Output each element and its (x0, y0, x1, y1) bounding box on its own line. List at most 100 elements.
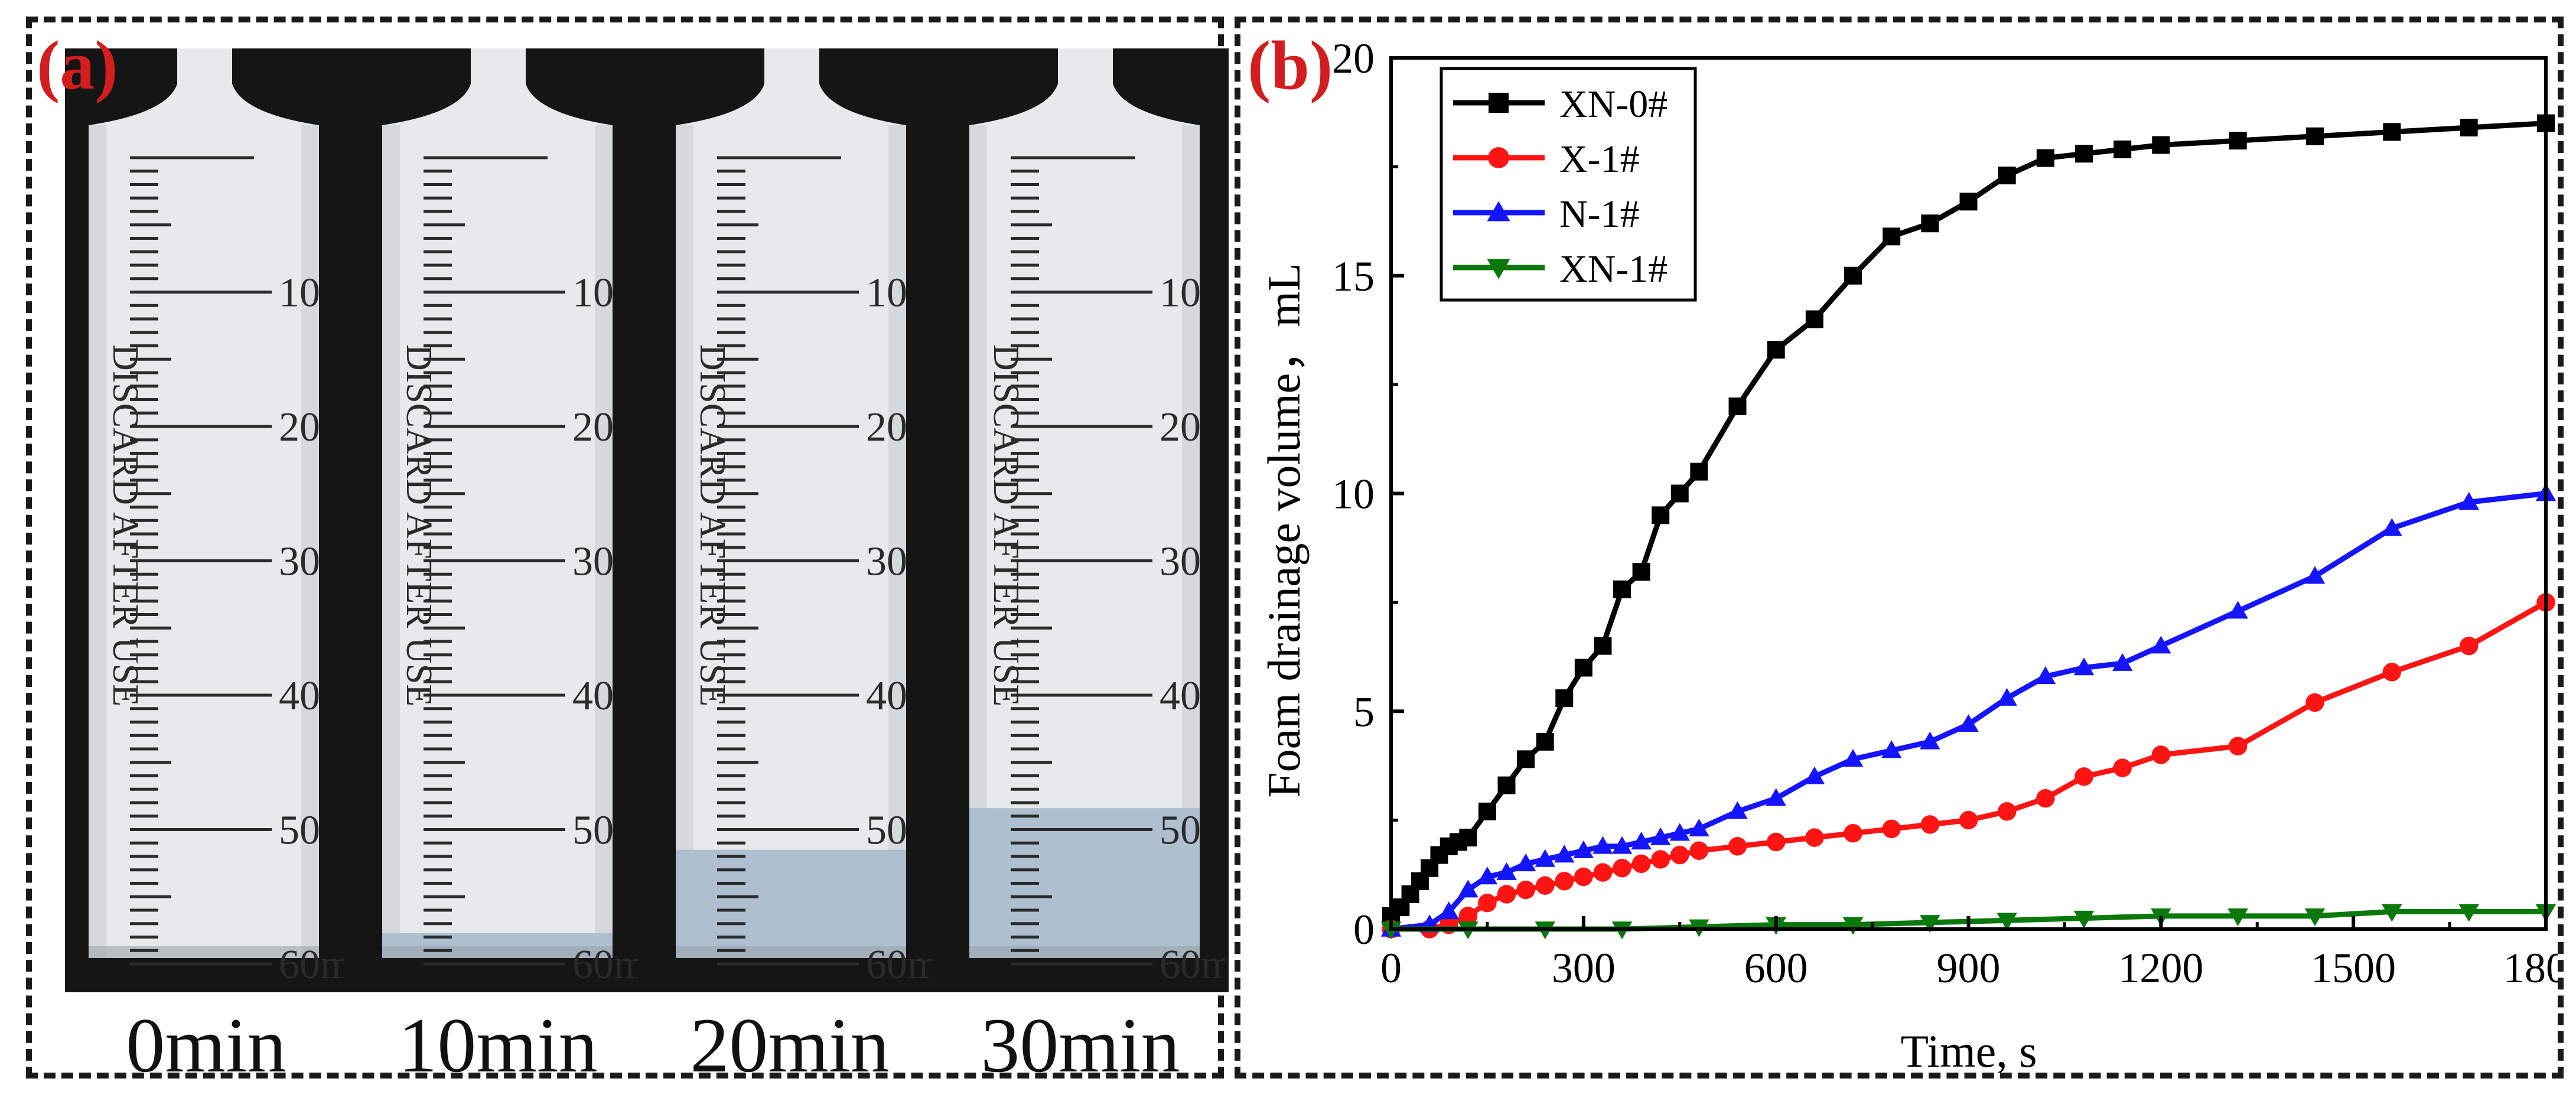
data-point (2073, 657, 2095, 676)
data-point (2075, 767, 2093, 786)
scale-label: 40 (866, 673, 907, 719)
x-tick-label: 300 (1552, 944, 1616, 992)
scale-label: 60ml (866, 942, 932, 988)
legend: XN-0# X-1# N-1# XN-1# (1440, 67, 1697, 302)
caption-20min: 20min (690, 1002, 890, 1089)
y-tick-label: 10 (1332, 471, 1375, 518)
scale-label: 50 (279, 808, 320, 853)
data-point (1632, 563, 1650, 581)
data-point (1631, 854, 1651, 874)
data-point (2227, 601, 2248, 619)
data-point (1728, 398, 1747, 415)
data-point (2075, 145, 2093, 163)
data-point (2036, 149, 2054, 167)
data-point (1477, 866, 1498, 885)
scale-label: 50 (572, 808, 614, 853)
syringe-drawing: 10 20 30 40 50 60ml DISCARD AFTER USE (382, 48, 657, 988)
data-point (1613, 859, 1631, 878)
data-point (1478, 802, 1496, 820)
data-point (1458, 907, 1478, 926)
data-point (1670, 484, 1689, 503)
scale-label: 30 (866, 539, 907, 585)
data-point (2459, 636, 2479, 656)
legend-item: X-1# (1453, 138, 1640, 181)
data-point (1555, 689, 1574, 708)
scale-label: 30 (572, 539, 614, 585)
scale-label: 60ml (279, 942, 344, 988)
scale-label: 30 (1160, 539, 1201, 585)
data-point (2382, 518, 2402, 536)
data-point (2382, 663, 2402, 682)
caption-10min: 10min (398, 1002, 598, 1089)
scale-label: 20 (866, 405, 907, 450)
scale-label: 20 (279, 405, 320, 450)
legend-label: XN-0# (1559, 83, 1668, 126)
data-point (1651, 850, 1670, 869)
data-point (1593, 863, 1613, 882)
legend-label: XN-1# (1559, 247, 1668, 291)
data-point (1920, 815, 1940, 834)
data-point (1997, 802, 2017, 821)
caption-30min: 30min (981, 1002, 1180, 1089)
data-point (2305, 693, 2324, 712)
data-point (1767, 341, 1785, 359)
data-point (2383, 123, 2401, 141)
data-point (1920, 915, 1940, 933)
data-point (2382, 904, 2402, 922)
scale-label: 40 (572, 673, 614, 719)
data-point (2152, 136, 2170, 154)
data-point (1958, 714, 1979, 732)
y-tick-label: 5 (1353, 688, 1375, 735)
data-point (1844, 266, 1862, 285)
series-XN-0# (1382, 114, 2555, 925)
syringe-vertical-text: DISCARD AFTER USE (986, 344, 1026, 706)
data-point (1497, 776, 1516, 794)
syringe-vertical-text: DISCARD AFTER USE (399, 344, 439, 706)
legend-label: X-1# (1559, 138, 1640, 181)
data-point (2229, 132, 2247, 150)
syringe-nozzle (676, 48, 906, 125)
x-tick-label: 1200 (2118, 944, 2203, 992)
data-point (1959, 193, 1978, 211)
syringe-barrel (676, 125, 906, 958)
data-point (1882, 819, 1901, 839)
data-point (2227, 908, 2248, 927)
data-point (1573, 840, 1594, 858)
scale-label: 10 (866, 271, 907, 316)
data-point (1487, 201, 1510, 221)
scale-label: 50 (1160, 808, 1201, 853)
data-point (1689, 819, 1709, 837)
data-point (1459, 829, 1477, 847)
data-point (1690, 462, 1708, 481)
syringe-drawing: 10 20 30 40 50 60ml DISCARD AFTER USE (676, 48, 951, 988)
data-point (2113, 140, 2132, 158)
data-point (1535, 849, 1555, 867)
data-point (1517, 750, 1535, 768)
scale-label: 40 (279, 673, 320, 719)
data-point (1842, 917, 1864, 935)
data-point (1631, 832, 1652, 850)
drained-liquid (969, 808, 1200, 958)
syringe-10min: 10 20 30 40 50 60ml DISCARD AFTER USE (359, 48, 657, 992)
series-X-1# (1382, 593, 2555, 939)
data-point (1478, 894, 1497, 913)
data-point (2036, 789, 2055, 808)
syringe-nozzle (969, 48, 1200, 125)
scale-label: 10 (572, 271, 614, 316)
data-point (1997, 688, 2017, 706)
data-point (1669, 823, 1690, 841)
data-point (1670, 845, 1689, 865)
scale-label: 30 (279, 539, 320, 585)
data-point (1594, 637, 1612, 655)
data-point (1535, 876, 1555, 895)
scale-label: 10 (279, 271, 320, 316)
data-point (1497, 885, 1516, 904)
data-point (2073, 910, 2095, 928)
data-point (1728, 837, 1747, 856)
syringe-20min: 10 20 30 40 50 60ml DISCARD AFTER USE (652, 48, 951, 992)
data-point (1766, 788, 1786, 806)
syringe-nozzle (382, 48, 613, 125)
data-point (2151, 745, 2171, 764)
